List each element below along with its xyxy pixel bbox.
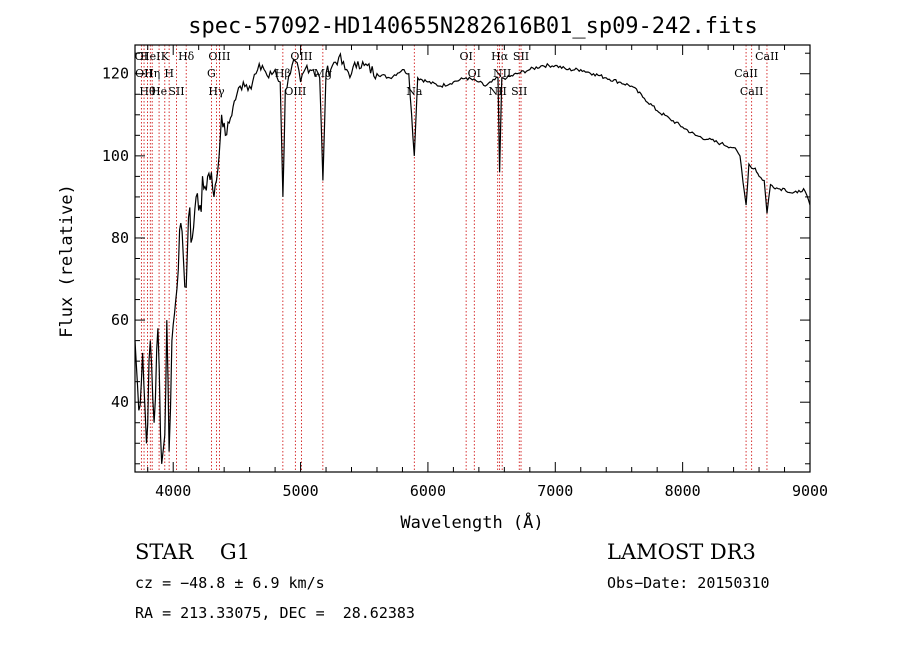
line-label: K: [161, 50, 170, 63]
line-label: Hθ: [139, 85, 156, 98]
spectral-line-labels: OIOIIHθHeIHηHeKHSIIHδGHγOIIIHβOIIIOIIIMg…: [135, 50, 779, 98]
line-label: G: [207, 67, 216, 80]
line-label: Mg: [314, 67, 332, 80]
y-tick-label: 60: [111, 311, 129, 329]
spectrum-line: [134, 52, 811, 464]
x-tick-label: 4000: [155, 482, 191, 500]
spectral-line-markers: [140, 45, 768, 472]
line-label: Hα: [491, 50, 509, 63]
line-label: Hβ: [275, 67, 291, 80]
redshift-cz: cz = −48.8 ± 6.9 km/s: [135, 574, 325, 592]
line-label: Hγ: [208, 85, 225, 98]
coordinates: RA = 213.33075, DEC = 28.62383: [135, 604, 415, 622]
survey-name: LAMOST DR3: [607, 540, 756, 564]
line-label: CaII: [755, 50, 779, 63]
line-label: He: [151, 85, 167, 98]
plot-frame: [134, 44, 811, 473]
y-axis-label: Flux (relative): [57, 184, 77, 338]
line-label: OI: [459, 50, 472, 63]
observation-date: Obs−Date: 20150310: [607, 574, 770, 592]
line-label: Hη: [144, 67, 160, 80]
line-label: OIII: [290, 50, 312, 63]
x-axis-ticks: 4000 5000 6000 7000 8000 9000: [147, 45, 828, 500]
line-label: SII: [511, 85, 527, 98]
x-tick-label: 5000: [283, 482, 319, 500]
line-label: Na: [406, 85, 423, 98]
line-label: SII: [513, 50, 529, 63]
line-label: HeI: [140, 50, 160, 63]
chart-title: spec-57092-HD140655N282616B01_sp09-242.f…: [188, 14, 758, 39]
object-class: STAR G1: [135, 540, 251, 564]
line-label: OI: [468, 67, 481, 80]
line-label: SII: [168, 85, 184, 98]
line-label: H: [164, 67, 174, 80]
line-label: Hδ: [178, 50, 195, 63]
x-tick-label: 8000: [665, 482, 701, 500]
y-tick-label: 100: [102, 147, 129, 165]
line-label: CaII: [734, 67, 758, 80]
line-label: CaII: [740, 85, 764, 98]
line-label: OIII: [284, 85, 306, 98]
y-tick-label: 80: [111, 229, 129, 247]
x-axis-label: Wavelength (Å): [400, 511, 543, 533]
y-axis-ticks: 40 60 80 100 120: [102, 52, 810, 465]
y-tick-label: 120: [102, 65, 129, 83]
x-tick-label: 6000: [410, 482, 446, 500]
x-tick-label: 7000: [537, 482, 573, 500]
line-label: OIII: [208, 50, 230, 63]
x-tick-label: 9000: [792, 482, 828, 500]
y-tick-label: 40: [111, 393, 129, 411]
line-label: NII: [493, 67, 511, 80]
